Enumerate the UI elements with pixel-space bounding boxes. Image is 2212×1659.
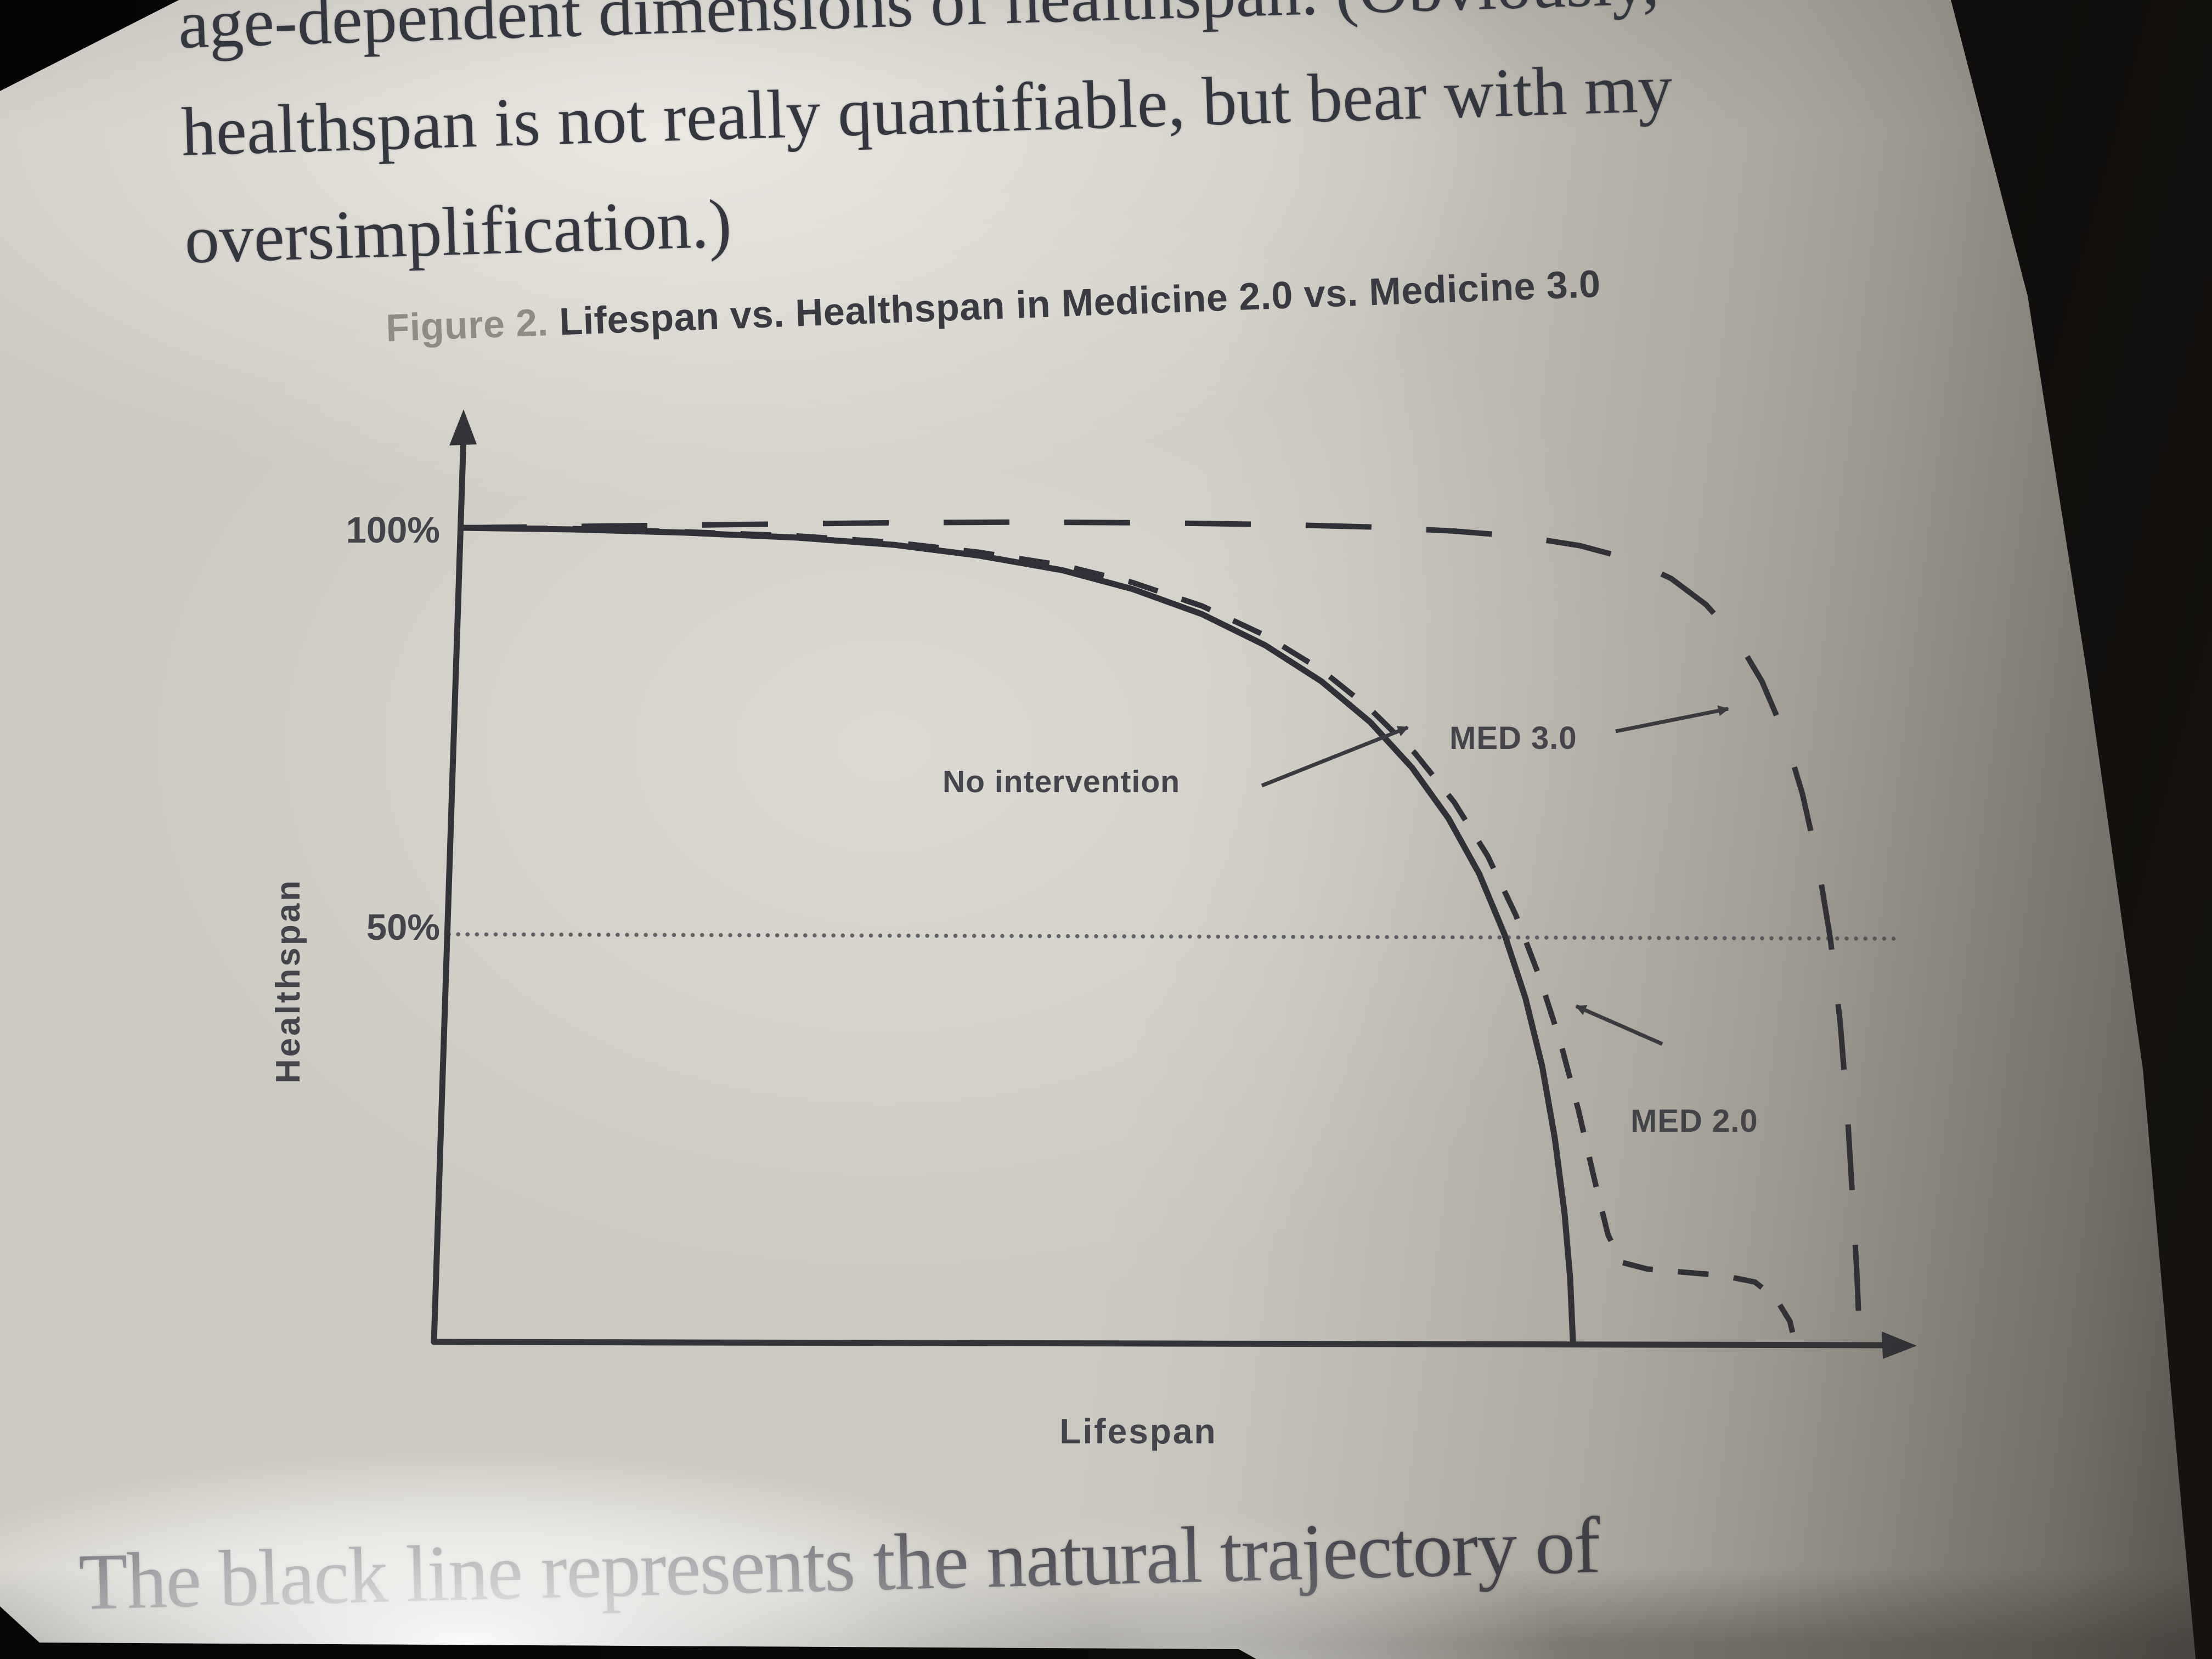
top-paragraph: age-dependent dimensions of healthspan. … [177,0,1677,294]
y-axis-arrowhead [449,409,477,445]
x-axis [431,1339,1892,1348]
x-axis-arrowhead [1882,1331,1917,1359]
chart-curves [460,519,1863,1345]
y-axis-label: Healthspan [269,878,307,1084]
x-axis-label: Lifespan [1059,1412,1217,1451]
med3-arrow [1615,705,1729,733]
axes [431,433,1892,1348]
annotation-no-intervention: No intervention [943,764,1181,799]
no-intervention-arrow [1261,725,1409,788]
gridline-50-percent [447,932,1898,941]
curve-med-3-0 [460,519,1863,1345]
annotation-arrows [1261,705,1729,1046]
y-axis [431,433,467,1345]
figure-number-label: Figure 2. [385,301,549,349]
annotation-med-3-0: MED 3.0 [1449,720,1577,756]
ytick-100: 100% [346,510,440,551]
curve-med-2-0 [460,525,1798,1345]
med2-arrow [1575,1004,1663,1046]
annotation-med-2-0: MED 2.0 [1630,1103,1758,1139]
ytick-50: 50% [366,907,440,948]
